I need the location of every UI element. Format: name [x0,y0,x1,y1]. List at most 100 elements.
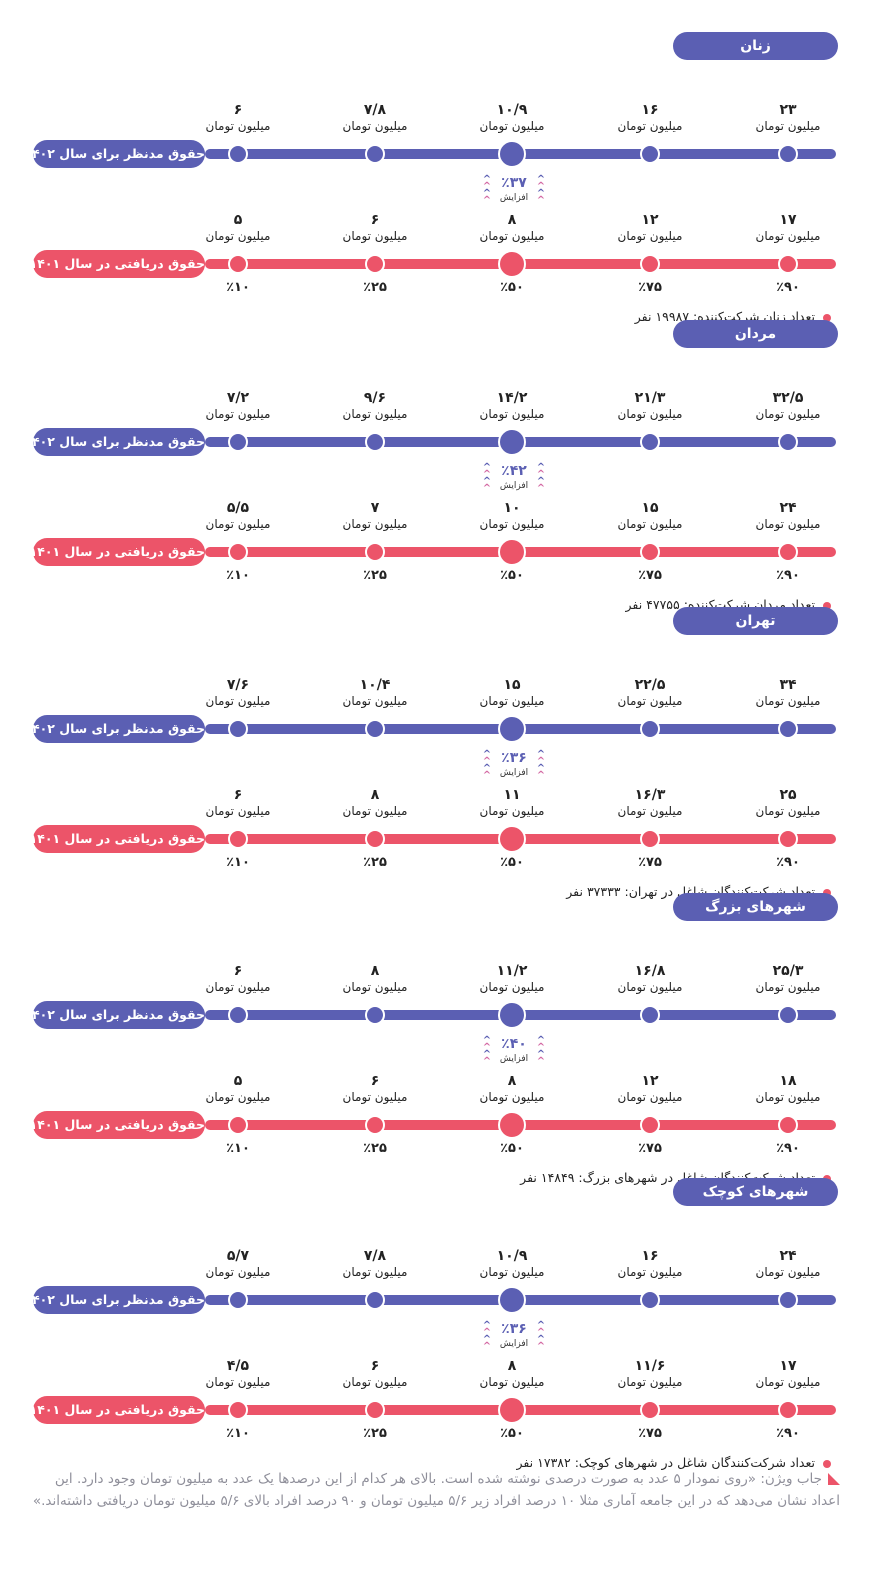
received-value-number: ۶ [233,787,243,803]
received-value-label: ۷ میلیون تومان [320,500,430,532]
section-title-badge: تهران [673,607,838,635]
received-dot [778,829,798,849]
received-value-number: ۱۰ [503,500,521,516]
expected-value-label: ۷/۸ میلیون تومان [320,1248,430,1280]
percentile-label: ٪۲۵ [363,280,387,295]
unit-label: میلیون تومان [342,407,408,421]
expected-dot [778,432,798,452]
received-value-number: ۵/۵ [226,500,250,516]
footer-note: جاب ویژن: «روی نمودار ۵ عدد به صورت درصد… [22,1468,840,1512]
expected-value-label: ۷/۲ میلیون تومان [183,390,293,422]
increase-percent: ٪۴۲ [501,463,527,479]
unit-label: میلیون تومان [617,407,683,421]
received-dot [778,254,798,274]
received-row-label: حقوق دریافتی در سال ۱۴۰۱ [30,250,205,278]
unit-label: میلیون تومان [617,517,683,531]
expected-value-number: ۸ [370,963,380,979]
unit-label: میلیون تومان [205,407,271,421]
unit-label: میلیون تومان [479,804,545,818]
expected-value-number: ۶ [233,102,243,118]
received-value-number: ۸ [507,1358,517,1374]
received-dot [228,829,248,849]
expected-dot [498,1001,526,1029]
expected-value-number: ۷/۶ [226,677,250,693]
expected-value-label: ۱۵ میلیون تومان [457,677,567,709]
expected-value-number: ۹/۶ [363,390,387,406]
unit-label: میلیون تومان [617,694,683,708]
unit-label: میلیون تومان [479,229,545,243]
chevron-up-icon: ^ ^ ^ ^ [482,749,492,781]
chart-section-3: تهران حقوق مدنظر برای سال ۱۴۰۲ حقوق دریافت… [0,607,869,899]
expected-value-label: ۶ میلیون تومان [183,102,293,134]
unit-label: میلیون تومان [617,804,683,818]
increase-label: افزایش [499,768,529,778]
percentile-label: ٪۲۵ [363,1141,387,1156]
unit-label: میلیون تومان [617,980,683,994]
expected-dot [640,144,660,164]
expected-value-label: ۲۵/۳ میلیون تومان [733,963,843,995]
percentile-label: ٪۷۵ [638,1141,662,1156]
chevron-up-icon: ^ ^ ^ ^ [482,462,492,494]
received-dot [640,542,660,562]
expected-dot [640,719,660,739]
unit-label: میلیون تومان [205,229,271,243]
received-value-label: ۶ میلیون تومان [320,1358,430,1390]
chevron-up-icon: ^ ^ ^ ^ [482,174,492,206]
expected-value-number: ۱۰/۹ [496,102,528,118]
unit-label: میلیون تومان [342,1090,408,1104]
expected-value-number: ۷/۲ [226,390,250,406]
received-dot [498,1111,526,1139]
expected-row-label: حقوق مدنظر برای سال ۱۴۰۲ [24,1286,205,1314]
received-dot [498,825,526,853]
expected-dot [365,1005,385,1025]
received-dot [778,1400,798,1420]
unit-label: میلیون تومان [617,1090,683,1104]
received-value-number: ۲۵ [779,787,797,803]
percentile-label: ٪۷۵ [638,280,662,295]
unit-label: میلیون تومان [755,1375,821,1389]
expected-value-label: ۳۴ میلیون تومان [733,677,843,709]
chart-section-5: شهرهای کوچک حقوق مدنظر برای سال ۱۴۰۲ حقوق … [0,1178,869,1470]
percentile-label: ٪۵۰ [500,855,524,870]
unit-label: میلیون تومان [342,1265,408,1279]
unit-label: میلیون تومان [342,119,408,133]
expected-value-number: ۲۴ [779,1248,797,1264]
unit-label: میلیون تومان [479,517,545,531]
received-dot [640,1400,660,1420]
expected-dot [498,428,526,456]
chevron-up-icon: ^ ^ ^ ^ [482,1320,492,1352]
expected-dot [365,432,385,452]
increase-indicator: ^ ^ ^ ^ ^ ^ ^ ^ ٪۳۷ افزایش [480,174,548,208]
unit-label: میلیون تومان [755,407,821,421]
received-row-label: حقوق دریافتی در سال ۱۴۰۱ [30,538,205,566]
received-value-number: ۱۷ [779,1358,797,1374]
unit-label: میلیون تومان [342,980,408,994]
received-value-label: ۸ میلیون تومان [457,1073,567,1105]
unit-label: میلیون تومان [205,119,271,133]
expected-dot [498,1286,526,1314]
received-value-label: ۱۵ میلیون تومان [595,500,705,532]
increase-label: افزایش [499,1054,529,1064]
received-value-label: ۱۷ میلیون تومان [733,212,843,244]
section-title-badge: زنان [673,32,838,60]
unit-label: میلیون تومان [479,1090,545,1104]
received-value-number: ۸ [507,1073,517,1089]
unit-label: میلیون تومان [617,229,683,243]
expected-row-label: حقوق مدنظر برای سال ۱۴۰۲ [24,428,205,456]
received-value-label: ۲۴ میلیون تومان [733,500,843,532]
expected-row-label: حقوق مدنظر برای سال ۱۴۰۲ [24,140,205,168]
received-dot [365,542,385,562]
percentile-label: ٪۲۵ [363,855,387,870]
expected-value-number: ۳۲/۵ [772,390,804,406]
expected-value-label: ۹/۶ میلیون تومان [320,390,430,422]
received-dot [778,542,798,562]
percentile-label: ٪۱۰ [226,1141,250,1156]
percentile-label: ٪۵۰ [500,1141,524,1156]
received-row-label: حقوق دریافتی در سال ۱۴۰۱ [30,1111,205,1139]
unit-label: میلیون تومان [479,1265,545,1279]
received-value-number: ۱۲ [641,212,659,228]
bullet-dot-icon [823,601,831,610]
expected-value-number: ۱۶ [641,1248,659,1264]
expected-dot [365,144,385,164]
received-value-label: ۵ میلیون تومان [183,212,293,244]
